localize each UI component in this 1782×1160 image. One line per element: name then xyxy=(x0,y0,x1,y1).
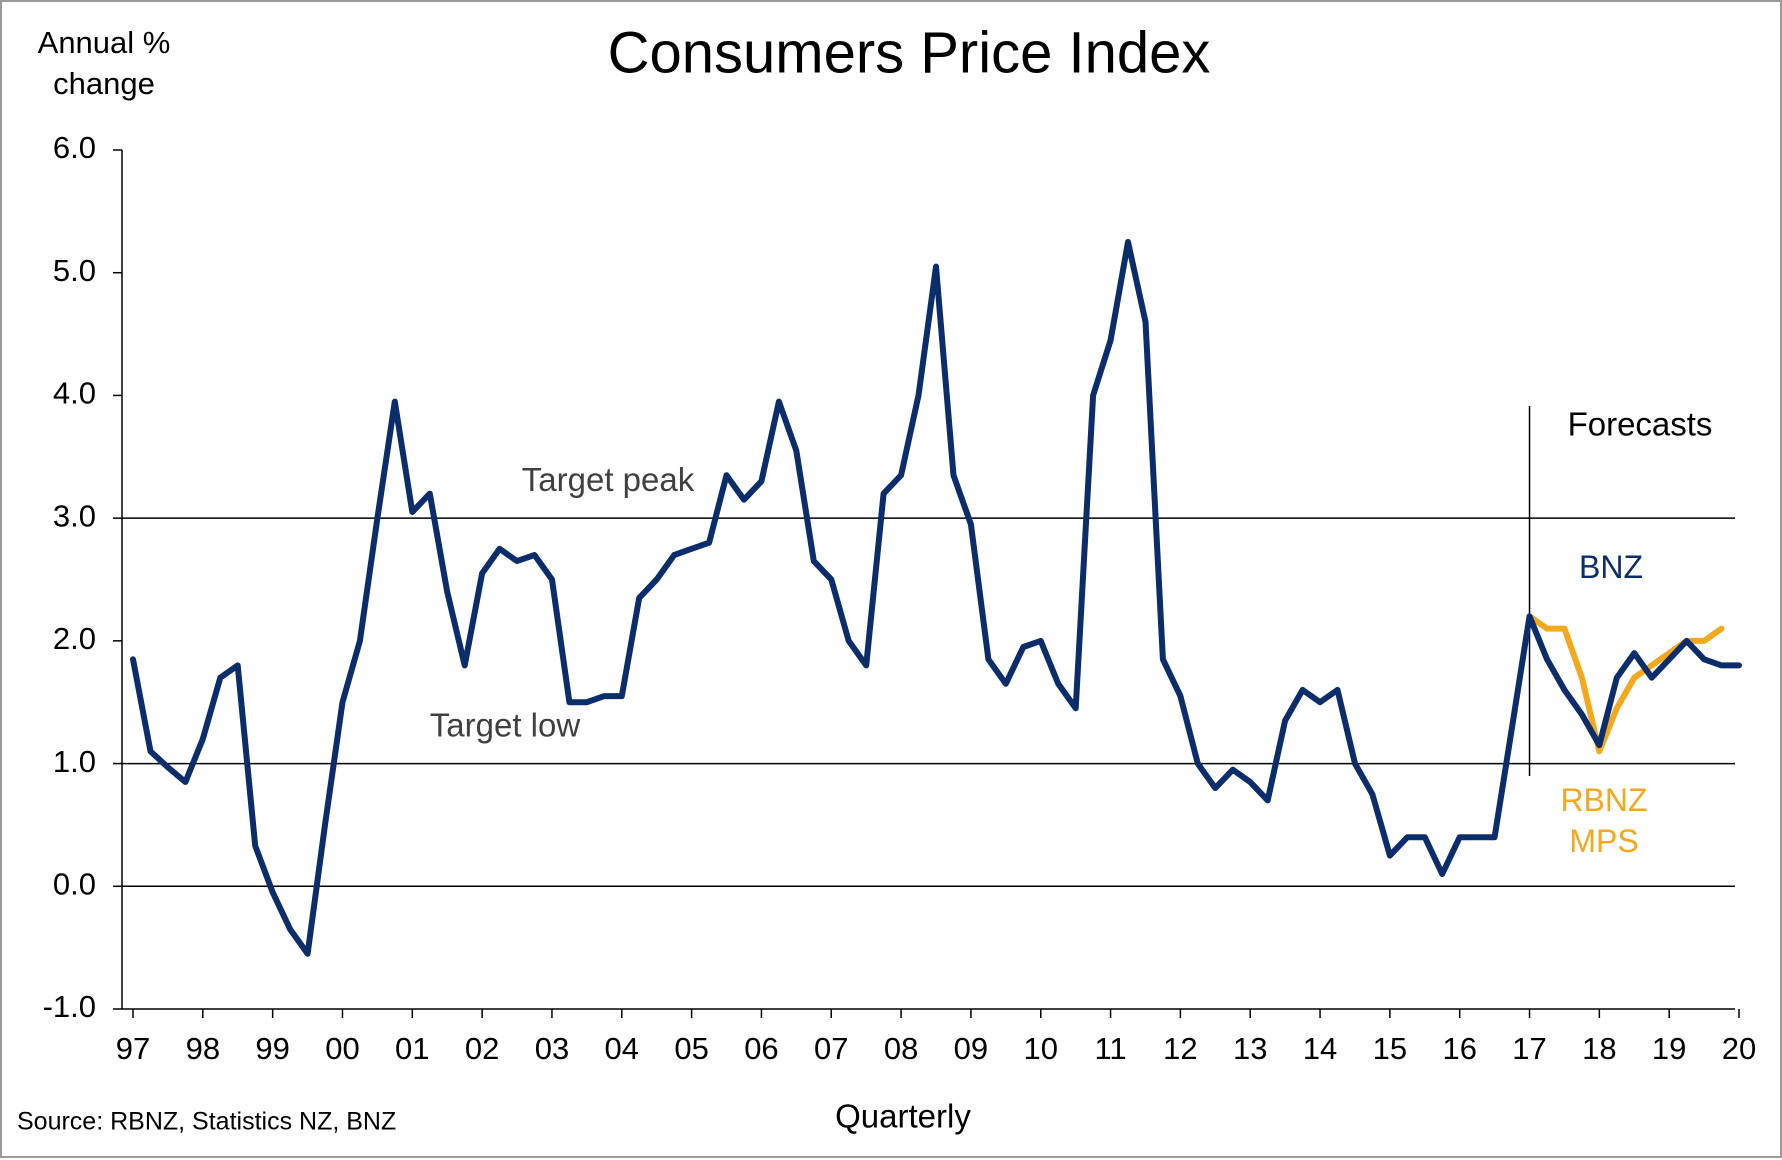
x-tick-label: 07 xyxy=(814,1031,848,1066)
y-tick-label: 4.0 xyxy=(53,376,96,411)
x-tick-label: 16 xyxy=(1442,1031,1476,1066)
chart-title: Consumers Price Index xyxy=(608,20,1211,85)
x-tick-label: 13 xyxy=(1233,1031,1267,1066)
y-axis-label: Annual % change xyxy=(37,25,171,101)
reference-label: Target peak xyxy=(522,461,695,498)
x-tick-label: 03 xyxy=(535,1031,569,1066)
series-label: BNZ xyxy=(1579,549,1643,585)
x-tick-label: 01 xyxy=(395,1031,429,1066)
y-tick-label: 0.0 xyxy=(53,866,96,901)
x-tick-label: 97 xyxy=(116,1031,150,1066)
y-tick-label: 2.0 xyxy=(53,621,96,656)
x-tick-label: 18 xyxy=(1582,1031,1616,1066)
x-tick-label: 08 xyxy=(884,1031,918,1066)
y-tick-label: -1.0 xyxy=(43,989,96,1024)
x-tick-label: 98 xyxy=(186,1031,220,1066)
x-tick-label: 15 xyxy=(1373,1031,1407,1066)
x-tick-label: 17 xyxy=(1512,1031,1546,1066)
y-tick-label: 1.0 xyxy=(53,744,96,779)
x-tick-label: 02 xyxy=(465,1031,499,1066)
y-tick-label: 3.0 xyxy=(53,498,96,533)
x-tick-label: 05 xyxy=(674,1031,708,1066)
x-tick-label: 00 xyxy=(325,1031,359,1066)
x-tick-label: 09 xyxy=(954,1031,988,1066)
x-tick-label: 99 xyxy=(255,1031,289,1066)
y-tick-label: 5.0 xyxy=(53,253,96,288)
series-line xyxy=(130,239,1742,957)
forecast-label: Forecasts xyxy=(1568,406,1713,443)
x-tick-label: 19 xyxy=(1652,1031,1686,1066)
x-tick-label: 12 xyxy=(1163,1031,1197,1066)
series-label: RBNZ MPS xyxy=(1560,782,1648,859)
source: Source: RBNZ, Statistics NZ, BNZ xyxy=(17,1108,396,1136)
x-tick-label: 11 xyxy=(1094,1031,1126,1066)
x-tick-label: 04 xyxy=(605,1031,639,1066)
x-tick-label: 10 xyxy=(1023,1031,1057,1066)
x-tick-label: 06 xyxy=(744,1031,778,1066)
reference-label: Target low xyxy=(430,706,581,743)
x-axis-label: Quarterly xyxy=(835,1098,971,1135)
x-tick-label: 14 xyxy=(1303,1031,1337,1066)
y-tick-label: 6.0 xyxy=(53,130,96,165)
x-tick-label: 20 xyxy=(1722,1031,1756,1066)
